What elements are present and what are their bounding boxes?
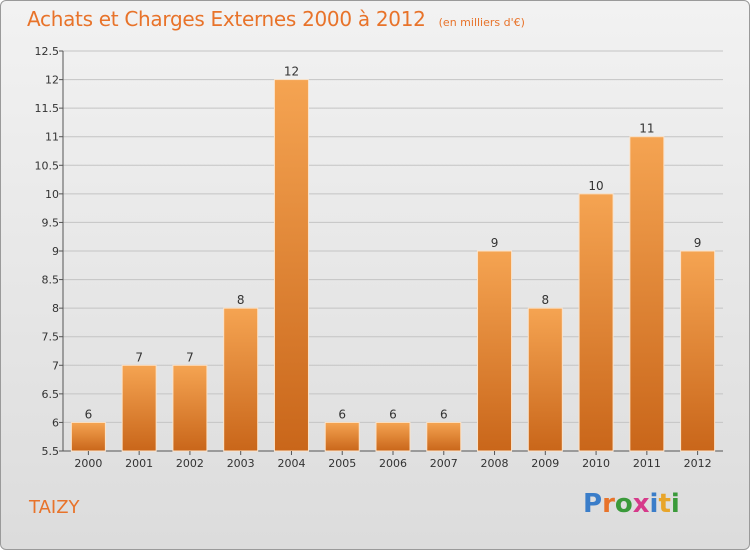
bars [70,79,716,452]
y-tick-label: 8 [52,302,59,315]
logo-letter: x [632,489,650,519]
bar [172,364,208,452]
data-label: 6 [389,407,397,421]
x-tick-label: 2004 [277,457,305,470]
x-tick-labels: 2000 2001 2002 2003 2004 2005 2006 2007 2008 2009… [74,451,712,470]
data-label: 10 [588,179,603,193]
y-tick-label: 6 [52,416,59,429]
data-label: 7 [135,350,143,364]
data-label: 11 [639,122,654,136]
data-label: 7 [186,350,194,364]
y-tick-label: 6.5 [42,388,60,401]
data-label: 6 [338,407,346,421]
y-tick-label: 11.5 [35,102,60,115]
bar [629,136,665,452]
chart-subtitle: (en milliers d'€) [438,16,525,29]
bar [680,250,716,452]
data-labels: 6 7 7 8 12 6 6 6 9 8 10 11 9 [85,65,702,422]
logo-letter: t [658,489,671,519]
data-label: 12 [284,65,299,79]
y-tick-label: 11 [45,131,59,144]
data-label: 6 [85,407,93,421]
y-tick-label: 9 [52,245,59,258]
x-tick-label: 2001 [125,457,153,470]
bar [70,421,106,452]
y-tick-labels: 5.5 6 6.5 7 7.5 8 8.5 9 9.5 10 10.5 11 11.5 12 12.5 [35,45,60,458]
data-label: 9 [694,236,702,250]
bar [477,250,513,452]
grid-lines [59,50,723,452]
y-tick-label: 12.5 [35,45,60,58]
x-tick-label: 2012 [684,457,712,470]
bar [527,307,563,452]
y-tick-label: 9.5 [42,216,60,229]
x-tick-label: 2011 [633,457,661,470]
bar [375,421,411,452]
x-tick-label: 2002 [176,457,204,470]
logo-letter: i [670,489,680,519]
x-tick-label: 2003 [227,457,255,470]
y-tick-label: 7.5 [42,331,60,344]
x-tick-label: 2007 [430,457,458,470]
y-tick-label: 7 [52,359,59,372]
x-tick-label: 2010 [582,457,610,470]
x-tick-label: 2006 [379,457,407,470]
bar [324,421,360,452]
data-label: 8 [541,293,549,307]
y-tick-label: 10.5 [35,159,60,172]
bar [273,79,309,452]
bar [121,364,157,452]
x-tick-label: 2008 [481,457,509,470]
chart-title-area: Achats et Charges Externes 2000 à 2012 (… [27,7,525,31]
y-tick-label: 10 [45,188,59,201]
place-name: TAIZY [29,497,80,518]
data-label: 6 [440,407,448,421]
chart-title: Achats et Charges Externes 2000 à 2012 [27,7,426,31]
logo-letter: i [649,489,659,519]
y-tick-label: 8.5 [42,274,60,287]
data-label: 8 [237,293,245,307]
data-label: 9 [491,236,499,250]
logo-letter: P [583,489,603,519]
x-tick-label: 2009 [531,457,559,470]
proxiti-logo[interactable]: Proxiti [583,489,680,519]
logo-letter: r [602,489,615,519]
x-tick-label: 2005 [328,457,356,470]
bar [578,193,614,452]
logo-letter: o [614,489,633,519]
y-tick-label: 5.5 [42,445,60,458]
bar [223,307,259,452]
bar [426,421,462,452]
y-tick-label: 12 [45,74,59,87]
x-tick-label: 2000 [74,457,102,470]
